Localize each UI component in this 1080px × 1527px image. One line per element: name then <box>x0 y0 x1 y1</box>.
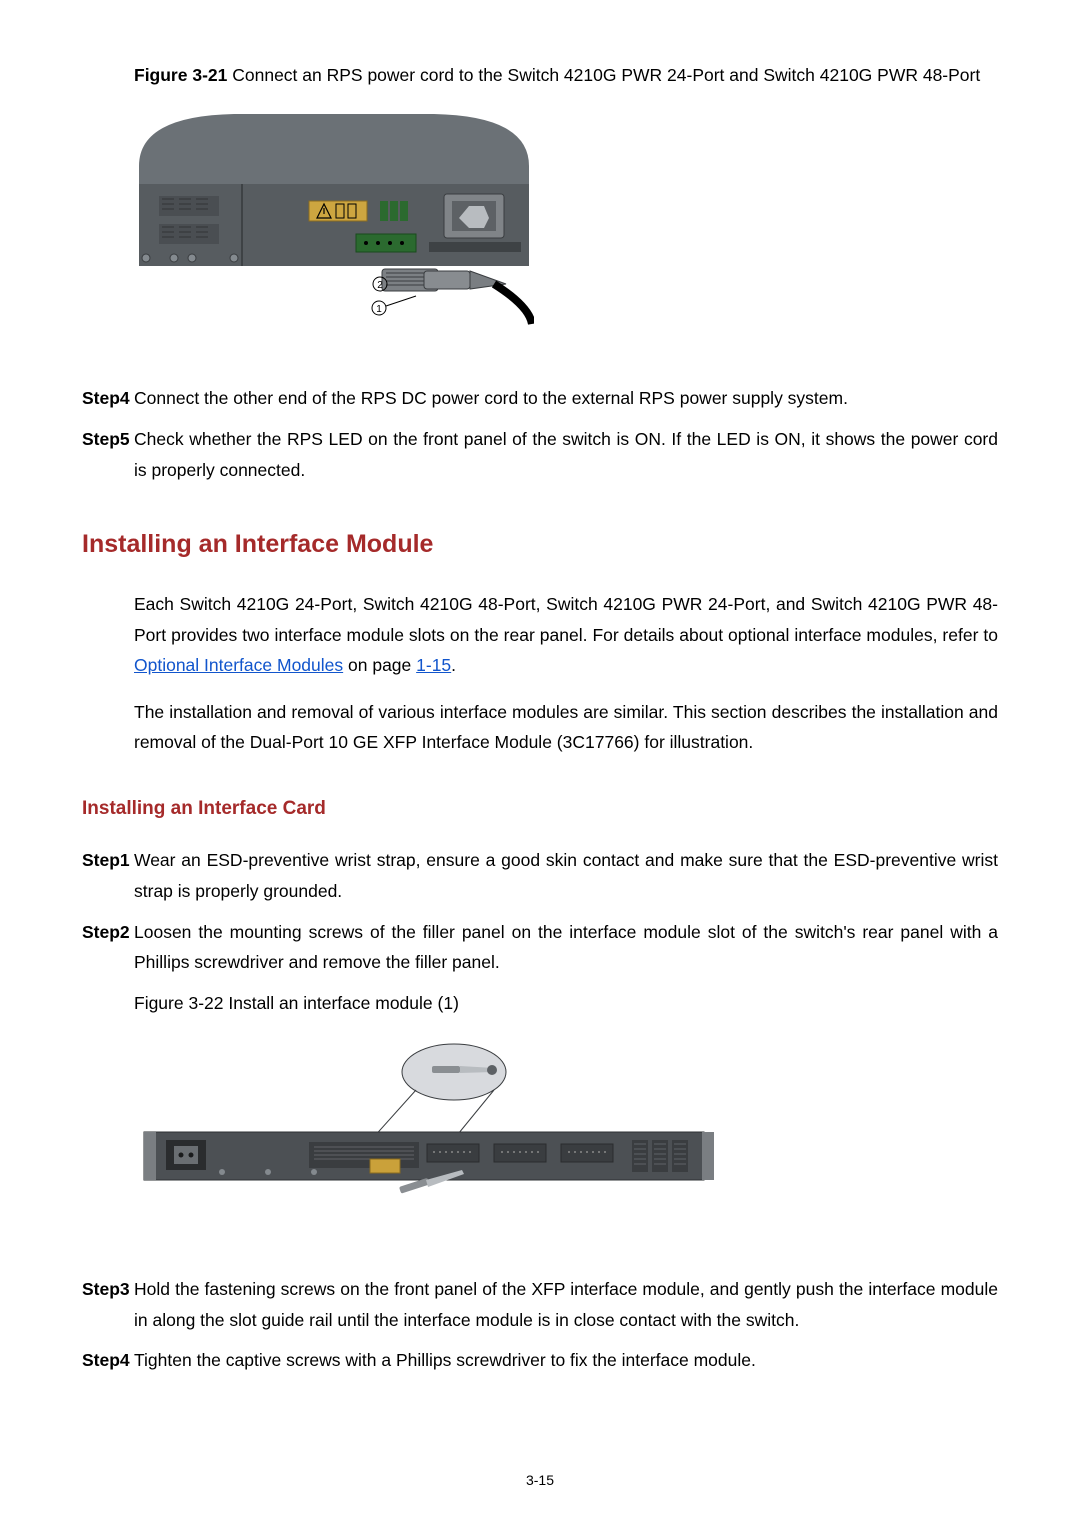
step-label: Step2 <box>82 917 134 978</box>
step-2-row: Step2 Loosen the mounting screws of the … <box>82 917 998 978</box>
step-1-row: Step1 Wear an ESD-preventive wrist strap… <box>82 845 998 906</box>
page-number: 3-15 <box>0 1468 1080 1493</box>
step-text: Hold the fastening screws on the front p… <box>134 1274 998 1335</box>
figure-caption-22: Figure 3-22 Install an interface module … <box>134 988 998 1019</box>
step-text: Wear an ESD-preventive wrist strap, ensu… <box>134 845 998 906</box>
para-text: on page <box>343 655 416 675</box>
figure-caption-text: Install an interface module (1) <box>224 993 459 1013</box>
optional-interface-modules-link[interactable]: Optional Interface Modules <box>134 655 343 675</box>
step-label: Step1 <box>82 845 134 906</box>
step-4-row: Step4 Connect the other end of the RPS D… <box>82 383 998 414</box>
figure-number: Figure 3-21 <box>134 65 227 85</box>
paragraph-1: Each Switch 4210G 24-Port, Switch 4210G … <box>134 589 998 681</box>
step-label: Step5 <box>82 424 134 485</box>
svg-text:1: 1 <box>376 304 382 315</box>
step-label: Step4 <box>82 1345 134 1376</box>
subsection-heading: Installing an Interface Card <box>82 792 998 825</box>
step-label: Step4 <box>82 383 134 414</box>
step-text: Tighten the captive screws with a Philli… <box>134 1345 998 1376</box>
para-text: . <box>451 655 456 675</box>
step-5-row: Step5 Check whether the RPS LED on the f… <box>82 424 998 485</box>
paragraph-2: The installation and removal of various … <box>134 697 998 758</box>
step-label: Step3 <box>82 1274 134 1335</box>
figure-caption-21: Figure 3-21 Connect an RPS power cord to… <box>134 60 998 91</box>
page-1-15-link[interactable]: 1-15 <box>416 655 451 675</box>
figure-22-image <box>134 1032 998 1222</box>
step-3-row: Step3 Hold the fastening screws on the f… <box>82 1274 998 1335</box>
step-4b-row: Step4 Tighten the captive screws with a … <box>82 1345 998 1376</box>
figure-21-image: 2 1 <box>134 106 998 336</box>
figure-number: Figure 3-22 <box>134 993 224 1013</box>
figure-caption-text: Connect an RPS power cord to the Switch … <box>227 65 980 85</box>
para-text: Each Switch 4210G 24-Port, Switch 4210G … <box>134 594 998 645</box>
section-heading: Installing an Interface Module <box>82 523 998 567</box>
step-text: Loosen the mounting screws of the filler… <box>134 917 998 978</box>
step-text: Check whether the RPS LED on the front p… <box>134 424 998 485</box>
step-text: Connect the other end of the RPS DC powe… <box>134 383 998 414</box>
svg-text:2: 2 <box>377 280 383 291</box>
